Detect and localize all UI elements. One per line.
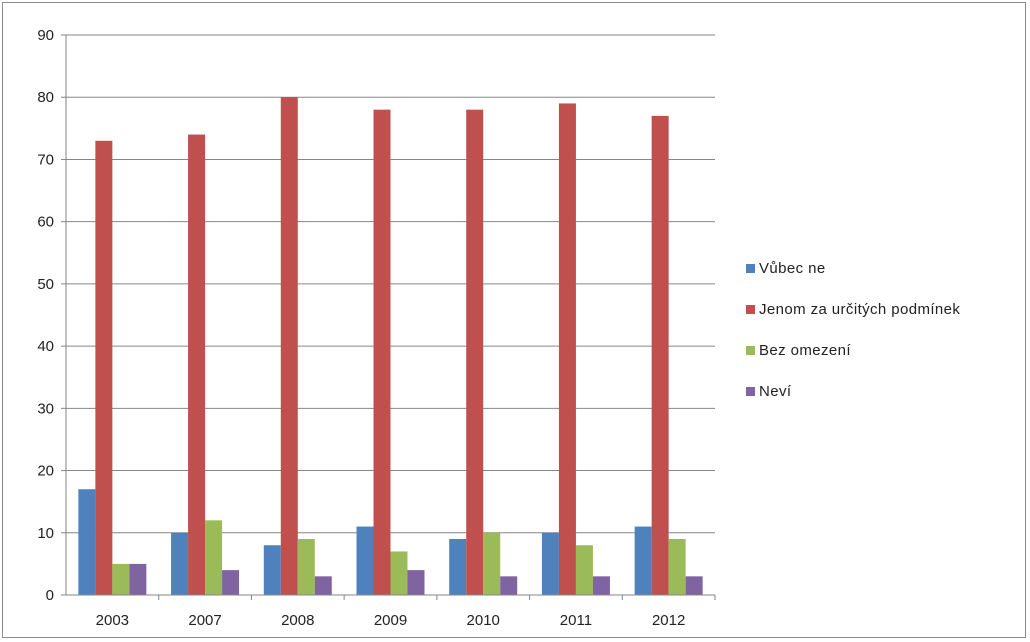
bar	[466, 109, 484, 596]
x-tick-label: 2011	[560, 612, 592, 629]
bar	[500, 576, 518, 595]
bar	[668, 539, 686, 595]
bar	[483, 532, 501, 595]
bar	[205, 520, 223, 595]
bar	[222, 570, 240, 595]
legend-swatch	[746, 304, 755, 314]
y-tick-label: 90	[37, 27, 54, 44]
bar	[558, 103, 576, 595]
bar	[575, 545, 593, 595]
y-tick-label: 50	[37, 276, 54, 293]
bar	[651, 115, 669, 595]
bar	[280, 97, 298, 595]
bar	[634, 526, 652, 595]
axes	[65, 35, 715, 596]
legend-swatch	[746, 263, 755, 273]
bar	[112, 563, 130, 595]
bar	[314, 576, 332, 595]
x-tick-label: 2009	[374, 612, 407, 629]
bar	[129, 563, 147, 595]
x-tick-label: 2010	[467, 612, 500, 629]
y-tick-label: 0	[46, 587, 54, 604]
y-tick-label: 10	[37, 525, 54, 542]
legend-label: Neví	[759, 382, 792, 400]
bars	[78, 97, 716, 600]
bar	[297, 539, 315, 595]
x-tick-label: 2007	[188, 612, 221, 629]
bar	[390, 551, 408, 595]
legend-swatch	[746, 345, 755, 355]
x-tick-labels: 2003 2007 2008 2009 2010 2011 2012	[96, 612, 686, 629]
bar	[95, 140, 113, 595]
bar	[373, 109, 391, 596]
bar	[541, 532, 559, 595]
x-tick-label: 2012	[652, 612, 685, 629]
bar	[263, 545, 281, 595]
y-tick-label: 40	[37, 338, 54, 355]
legend-item-vubec-ne: Vůbec ne	[746, 258, 960, 278]
bar	[449, 539, 467, 595]
x-tick-label: 2008	[281, 612, 314, 629]
bar	[188, 134, 206, 596]
bar	[78, 489, 96, 595]
y-tick-label: 30	[37, 400, 54, 417]
legend-item-nevi: Neví	[746, 381, 960, 401]
y-tick-labels: 0 10 20 30 40 50 60 70 80 90	[37, 27, 54, 604]
bar	[356, 526, 374, 595]
legend: Vůbec ne Jenom za určitých podmínek Bez …	[746, 258, 960, 422]
legend-label: Jenom za určitých podmínek	[759, 300, 961, 318]
legend-item-bez-omezeni: Bez omezení	[746, 340, 960, 360]
y-tick-label: 80	[37, 89, 54, 106]
bar	[592, 576, 610, 595]
y-tick-label: 60	[37, 214, 54, 231]
legend-label: Vůbec ne	[759, 259, 826, 277]
bar	[685, 576, 703, 595]
bar	[407, 570, 425, 595]
y-tick-label: 70	[37, 151, 54, 168]
y-tick-label: 20	[37, 463, 54, 480]
x-tick-label: 2003	[96, 612, 129, 629]
bar	[171, 532, 189, 595]
legend-label: Bez omezení	[759, 341, 851, 359]
legend-item-jenom: Jenom za určitých podmínek	[746, 299, 960, 319]
legend-swatch	[746, 386, 755, 396]
